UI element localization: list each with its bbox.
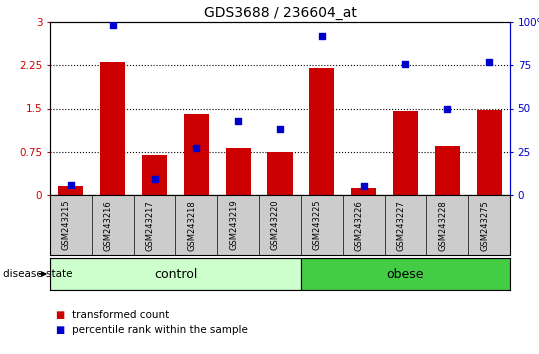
Text: GSM243226: GSM243226 — [355, 200, 364, 251]
Bar — [301, 258, 510, 290]
Point — [317, 33, 326, 39]
Text: control: control — [154, 268, 197, 280]
Text: GSM243227: GSM243227 — [397, 200, 405, 251]
Bar — [58, 186, 84, 195]
Point — [234, 118, 243, 124]
Bar — [184, 114, 209, 195]
Point — [150, 177, 159, 182]
Text: GSM243219: GSM243219 — [229, 200, 238, 250]
Bar — [309, 68, 334, 195]
Bar — [267, 152, 293, 195]
Bar — [142, 155, 167, 195]
Bar — [100, 62, 125, 195]
Bar — [476, 110, 502, 195]
Text: disease state: disease state — [3, 269, 72, 279]
Text: obese: obese — [386, 268, 424, 280]
Bar — [226, 148, 251, 195]
Text: GSM243225: GSM243225 — [313, 200, 322, 250]
Bar — [393, 112, 418, 195]
Bar — [435, 146, 460, 195]
Point — [67, 182, 75, 188]
Text: percentile rank within the sample: percentile rank within the sample — [72, 325, 247, 335]
Text: GSM243220: GSM243220 — [271, 200, 280, 250]
Point — [443, 105, 452, 111]
Text: GSM243216: GSM243216 — [103, 200, 113, 251]
Title: GDS3688 / 236604_at: GDS3688 / 236604_at — [204, 6, 356, 19]
Point — [108, 23, 117, 28]
Bar — [50, 258, 301, 290]
Point — [360, 183, 368, 189]
Text: GSM243275: GSM243275 — [480, 200, 489, 251]
Bar — [351, 188, 376, 195]
Point — [401, 61, 410, 66]
Text: GSM243215: GSM243215 — [62, 200, 71, 250]
Text: ■: ■ — [56, 325, 65, 335]
Point — [485, 59, 493, 65]
Text: GSM243228: GSM243228 — [438, 200, 447, 251]
Text: GSM243217: GSM243217 — [146, 200, 155, 251]
Text: transformed count: transformed count — [72, 310, 169, 320]
Text: ■: ■ — [56, 310, 65, 320]
Point — [192, 145, 201, 151]
Point — [275, 126, 284, 132]
Text: GSM243218: GSM243218 — [188, 200, 196, 251]
